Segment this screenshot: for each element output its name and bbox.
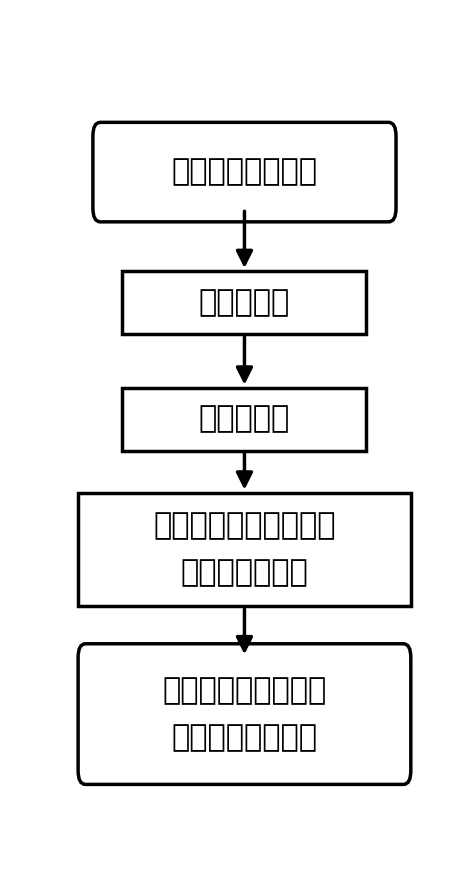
FancyBboxPatch shape: [122, 388, 366, 451]
Text: 倒立摆期望控制量: 倒立摆期望控制量: [171, 158, 317, 186]
Text: 控制量积分: 控制量积分: [198, 405, 289, 434]
Text: 利用逆运动学，求解每
个关节的控制量: 利用逆运动学，求解每 个关节的控制量: [153, 511, 335, 588]
Text: 驱动机器人实现末端
进行空间直线运动: 驱动机器人实现末端 进行空间直线运动: [162, 676, 326, 752]
FancyBboxPatch shape: [78, 493, 410, 606]
FancyBboxPatch shape: [78, 644, 410, 784]
FancyBboxPatch shape: [122, 271, 366, 334]
Text: 控制量插补: 控制量插补: [198, 288, 289, 317]
FancyBboxPatch shape: [93, 122, 395, 222]
